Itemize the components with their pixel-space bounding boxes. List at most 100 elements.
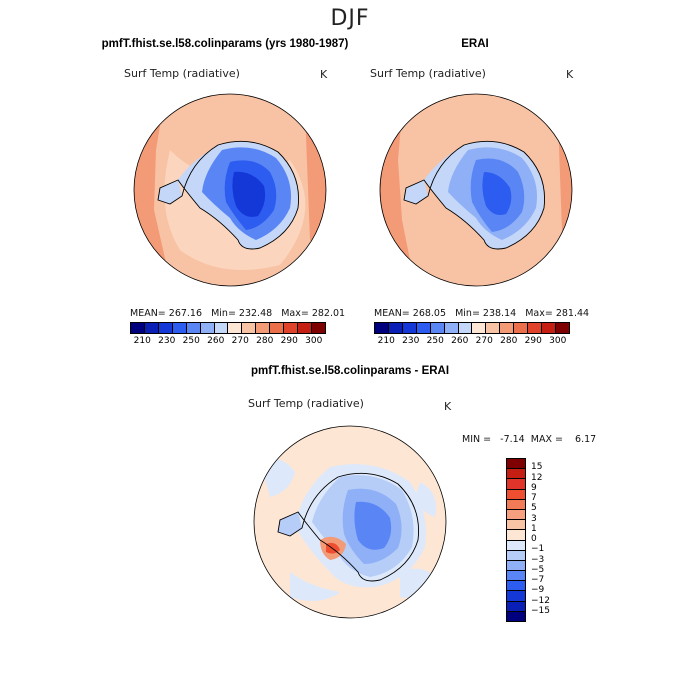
colorbar-tick-label: 9 (531, 482, 537, 493)
colorbar-swatch (144, 323, 159, 333)
model-colorbar-labels: 210 230 250 260 270 280 290 300 (130, 336, 326, 346)
warm-ocean-band-east (558, 110, 572, 260)
antarctic-peninsula (404, 180, 428, 204)
colorbar-swatch (186, 323, 201, 333)
colorbar-swatch (298, 323, 312, 333)
colorbar-tick-label: 230 (402, 336, 420, 346)
model-panel-title: pmfT.fhist.se.l58.colinparams (yrs 1980-… (101, 38, 349, 50)
colorbar-swatch (200, 323, 215, 333)
obs-stats: MEAN= 268.05 Min= 238.14 Max= 281.44 (374, 308, 590, 319)
coastline (157, 140, 299, 250)
colorbar-tick-label: 250 (426, 336, 444, 346)
colorbar-swatch (444, 323, 459, 333)
model-colorbar (130, 322, 326, 334)
colorbar-swatch (555, 323, 569, 333)
slight-cool-patch (290, 572, 340, 601)
colorbar-swatch (507, 601, 525, 612)
colorbar-swatch (507, 550, 525, 561)
colorbar-swatch (284, 323, 299, 333)
colorbar-swatch (388, 323, 403, 333)
obs-colorbar-labels: 210 230 250 260 270 280 290 300 (374, 336, 570, 346)
colorbar-swatch (507, 459, 525, 470)
colorbar-swatch (131, 323, 145, 333)
colorbar-swatch (507, 591, 525, 602)
map-boundary (253, 425, 447, 619)
model-polar-map (133, 93, 327, 287)
obs-panel-title: ERAI (461, 38, 489, 50)
colorbar-tick-label: 270 (475, 336, 493, 346)
figure-season-title: DJF (330, 6, 370, 31)
model-units-label: K (320, 68, 328, 81)
colorbar-swatch (311, 323, 325, 333)
slight-cool-patch (415, 482, 436, 517)
colorbar-swatch (228, 323, 243, 333)
diff-stats: MIN = -7.14 MAX = 6.17 (462, 434, 597, 445)
colorbar-swatch (507, 489, 525, 500)
diff-units-label: K (444, 400, 452, 413)
colorbar-swatch (507, 560, 525, 572)
model-stats: MEAN= 267.16 Min= 232.48 Max= 282.01 (130, 308, 346, 319)
colorbar-swatch (402, 323, 417, 333)
map-boundary (379, 93, 573, 287)
map-boundary (133, 93, 327, 287)
coastline (277, 472, 419, 582)
colorbar-tick-label: 5 (531, 503, 537, 514)
colorbar-tick-label: 290 (524, 336, 542, 346)
colorbar-tick-label: −12 (531, 595, 550, 606)
colorbar-swatch (214, 323, 229, 333)
antarctic-peninsula (158, 180, 182, 204)
coastline (403, 140, 545, 250)
colorbar-tick-label: −3 (531, 554, 545, 565)
colorbar-swatch (242, 323, 257, 333)
colorbar-swatch (507, 540, 525, 551)
colorbar-tick-label: 280 (256, 336, 274, 346)
colorbar-swatch (375, 323, 389, 333)
colorbar-swatch (158, 323, 173, 333)
colorbar-swatch (430, 323, 445, 333)
colorbar-swatch (500, 323, 515, 333)
colorbar-tick-label: 270 (231, 336, 249, 346)
colorbar-tick-label: 260 (207, 336, 225, 346)
colorbar-swatch (507, 469, 525, 480)
colorbar-tick-label: 230 (158, 336, 176, 346)
colorbar-tick-label: 290 (280, 336, 298, 346)
obs-units-label: K (566, 68, 574, 81)
colorbar-swatch (507, 509, 525, 521)
coldest-zone (354, 501, 392, 550)
colorbar-tick-label: 3 (531, 513, 537, 524)
slight-cool-patch (400, 568, 440, 598)
plateau-core (232, 171, 266, 217)
colorbar-tick-label: 250 (182, 336, 200, 346)
colorbar-tick-label: 300 (549, 336, 567, 346)
colorbar-tick-label: −15 (531, 605, 550, 616)
colorbar-tick-label: 260 (451, 336, 469, 346)
colorbar-swatch (458, 323, 473, 333)
colorbar-swatch (507, 530, 525, 541)
colorbar-swatch (507, 479, 525, 490)
colorbar-swatch (172, 323, 187, 333)
colorbar-tick-label: 280 (500, 336, 518, 346)
obs-colorbar (374, 322, 570, 334)
colorbar-swatch (507, 611, 525, 621)
colorbar-swatch (256, 323, 271, 333)
colorbar-swatch (542, 323, 556, 333)
colorbar-tick-label: 210 (377, 336, 395, 346)
colorbar-tick-label: 300 (305, 336, 323, 346)
colorbar-tick-label: 15 (531, 462, 543, 473)
colorbar-swatch (486, 323, 501, 333)
colorbar-tick-label: −9 (531, 585, 545, 596)
colorbar-swatch (528, 323, 543, 333)
warm-anomaly-core (326, 542, 340, 554)
model-variable-label: Surf Temp (radiative) (124, 67, 240, 80)
colorbar-swatch (270, 323, 285, 333)
diff-colorbar (506, 458, 526, 622)
colorbar-swatch (507, 581, 525, 592)
colorbar-tick-label: −5 (531, 564, 545, 575)
colorbar-tick-label: 210 (133, 336, 151, 346)
colorbar-tick-label: 1 (531, 523, 537, 534)
colorbar-swatch (514, 323, 529, 333)
colorbar-swatch (416, 323, 431, 333)
diff-polar-map (253, 425, 447, 619)
antarctic-peninsula (278, 512, 302, 536)
colorbar-swatch (472, 323, 487, 333)
